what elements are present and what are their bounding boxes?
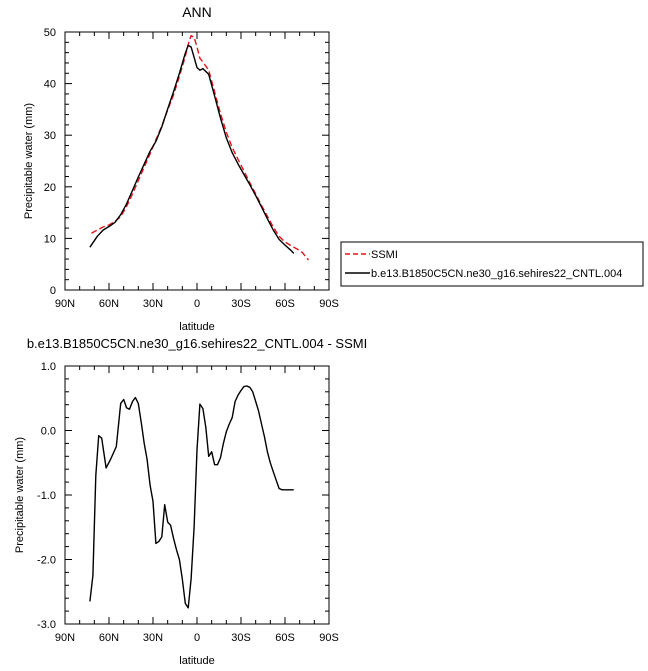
- y-tick-label: -1.0: [37, 490, 56, 502]
- y-tick-label: -2.0: [37, 555, 56, 567]
- series-line-difference: [89, 385, 294, 609]
- bottom-series-group: [89, 385, 294, 609]
- series-line-model: [89, 44, 295, 254]
- top-series-group: [89, 34, 310, 261]
- legend-label-model: b.e13.B1850C5CN.ne30_g16.sehires22_CNTL.…: [371, 268, 622, 280]
- x-tick-label: 60S: [275, 632, 295, 644]
- x-tick-label: 90N: [55, 632, 75, 644]
- x-tick-label: 30S: [231, 632, 251, 644]
- x-tick-label: 30S: [231, 298, 251, 310]
- bottom-x-axis-label: latitude: [179, 655, 214, 667]
- bottom-chart-panel: b.e13.B1850C5CN.ne30_g16.sehires22_CNTL.…: [14, 336, 367, 667]
- x-tick-label: 30N: [143, 298, 163, 310]
- y-tick-label: 50: [44, 27, 56, 39]
- top-x-axis-label: latitude: [179, 321, 214, 333]
- top-chart-panel: ANN 0 10 20 30 40 50 90N 60N 30N 0 30S 60S 90S lati…: [23, 4, 339, 333]
- top-y-axis-label: Precipitable water (mm): [23, 103, 35, 219]
- legend-box: [340, 241, 644, 287]
- y-tick-label: -3.0: [37, 619, 56, 631]
- series-line-ssmi: [91, 34, 310, 261]
- y-tick-label: 40: [44, 79, 56, 91]
- bottom-y-axis: -3.0 -2.0 -1.0 0.0 1.0: [37, 361, 329, 631]
- x-tick-label: 0: [194, 298, 200, 310]
- bottom-y-axis-label: Precipitable water (mm): [14, 437, 26, 553]
- top-x-axis: 90N 60N 30N 0 30S 60S 90S: [55, 32, 339, 310]
- top-chart-plot-area: [64, 31, 330, 291]
- top-y-axis: 0 10 20 30 40 50: [44, 27, 329, 297]
- y-tick-label: 10: [44, 233, 56, 245]
- y-tick-label: 1.0: [41, 361, 56, 373]
- x-tick-label: 60S: [275, 298, 295, 310]
- x-tick-label: 0: [194, 632, 200, 644]
- legend: SSMI b.e13.B1850C5CN.ne30_g16.sehires22_…: [340, 241, 644, 287]
- x-tick-label: 60N: [99, 632, 119, 644]
- x-tick-label: 60N: [99, 298, 119, 310]
- y-tick-label: 20: [44, 182, 56, 194]
- bottom-x-axis: 90N 60N 30N 0 30S 60S 90S: [55, 366, 339, 644]
- x-tick-label: 90S: [319, 298, 339, 310]
- x-tick-label: 90S: [319, 632, 339, 644]
- y-tick-label: 0: [50, 285, 56, 297]
- y-tick-label: 30: [44, 130, 56, 142]
- x-tick-label: 90N: [55, 298, 75, 310]
- x-tick-label: 30N: [143, 632, 163, 644]
- bottom-chart-plot-area: [64, 365, 330, 625]
- bottom-chart-title: b.e13.B1850C5CN.ne30_g16.sehires22_CNTL.…: [27, 336, 367, 351]
- legend-label-ssmi: SSMI: [371, 249, 398, 261]
- y-tick-label: 0.0: [41, 426, 56, 438]
- top-chart-title: ANN: [182, 4, 212, 20]
